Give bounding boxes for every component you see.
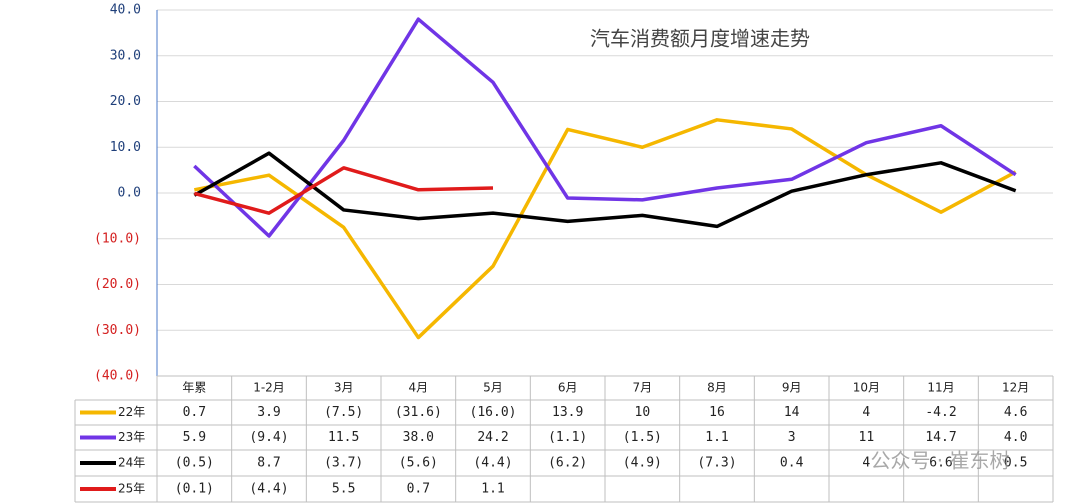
table-value: 0.4 <box>780 456 804 471</box>
table-value: 0.5 <box>1004 456 1027 471</box>
table-value: (31.6) <box>395 405 442 420</box>
table-value: (0.1) <box>175 482 214 497</box>
table-value: 1.1 <box>481 482 504 497</box>
table-value: (16.0) <box>470 405 517 420</box>
table-value: (7.3) <box>697 456 736 471</box>
y-tick-label: 40.0 <box>110 3 141 18</box>
x-tick-label: 7月 <box>633 381 653 395</box>
table-value: 8.7 <box>257 456 280 471</box>
table-value: (4.4) <box>249 482 288 497</box>
y-tick-label: (40.0) <box>94 369 141 384</box>
watermark: 公众号 · 崔东树 <box>870 449 1009 473</box>
series-line <box>193 118 1017 340</box>
x-tick-label: 9月 <box>782 381 802 395</box>
table-value: 5.9 <box>183 430 206 445</box>
legend-label: 23年 <box>118 430 145 444</box>
x-tick-label: 10月 <box>853 381 880 395</box>
table-value: 13.9 <box>552 405 583 420</box>
table-value: 0.7 <box>183 405 206 420</box>
x-tick-label: 12月 <box>1002 381 1029 395</box>
y-tick-label: 0.0 <box>118 186 141 201</box>
table-value: 4 <box>862 456 870 471</box>
table-value: 6.6 <box>929 456 952 471</box>
table-value: (9.4) <box>249 430 288 445</box>
table-value: (1.5) <box>623 430 662 445</box>
table-value: 4.0 <box>1004 430 1027 445</box>
table-value: 3 <box>788 430 796 445</box>
table-value: 14 <box>784 405 800 420</box>
table-value: (7.5) <box>324 405 363 420</box>
y-tick-label: (20.0) <box>94 277 141 292</box>
table-value: 3.9 <box>257 405 280 420</box>
y-tick-label: 10.0 <box>110 140 141 155</box>
y-tick-label: 30.0 <box>110 48 141 63</box>
x-tick-label: 3月 <box>334 381 354 395</box>
table-value: 1.1 <box>705 430 728 445</box>
x-tick-label: 8月 <box>707 381 727 395</box>
series-line <box>193 151 1017 229</box>
table-value: -4.2 <box>925 405 956 420</box>
x-tick-label: 6月 <box>558 381 578 395</box>
legend-label: 22年 <box>118 405 145 419</box>
x-tick-label: 11月 <box>927 381 954 395</box>
table-value: (4.4) <box>473 456 512 471</box>
table-value: 11.5 <box>328 430 359 445</box>
table-value: 16 <box>709 405 725 420</box>
y-tick-label: (10.0) <box>94 231 141 246</box>
table-value: (6.2) <box>548 456 587 471</box>
x-tick-label: 1-2月 <box>253 381 285 395</box>
table-value: 4.6 <box>1004 405 1027 420</box>
x-tick-label: 4月 <box>409 381 429 395</box>
table-value: 14.7 <box>925 430 956 445</box>
series-line <box>193 17 1017 238</box>
table-value: 5.5 <box>332 482 355 497</box>
x-tick-label: 5月 <box>483 381 503 395</box>
table-value: 4 <box>862 405 870 420</box>
table-value: 38.0 <box>403 430 434 445</box>
table-value: (5.6) <box>399 456 438 471</box>
table-value: 24.2 <box>477 430 508 445</box>
table-value: 11 <box>859 430 875 445</box>
series-line <box>193 166 494 215</box>
y-tick-label: 20.0 <box>110 94 141 109</box>
legend-label: 24年 <box>118 456 145 470</box>
table-value: (1.1) <box>548 430 587 445</box>
legend-label: 25年 <box>118 482 145 496</box>
table-value: 10 <box>635 405 651 420</box>
table-value: (3.7) <box>324 456 363 471</box>
x-tick-label: 年累 <box>182 381 206 395</box>
table-value: (0.5) <box>175 456 214 471</box>
chart-title: 汽车消费额月度增速走势 <box>590 27 810 51</box>
y-tick-label: (30.0) <box>94 323 141 338</box>
table-value: 0.7 <box>407 482 430 497</box>
table-value: (4.9) <box>623 456 662 471</box>
